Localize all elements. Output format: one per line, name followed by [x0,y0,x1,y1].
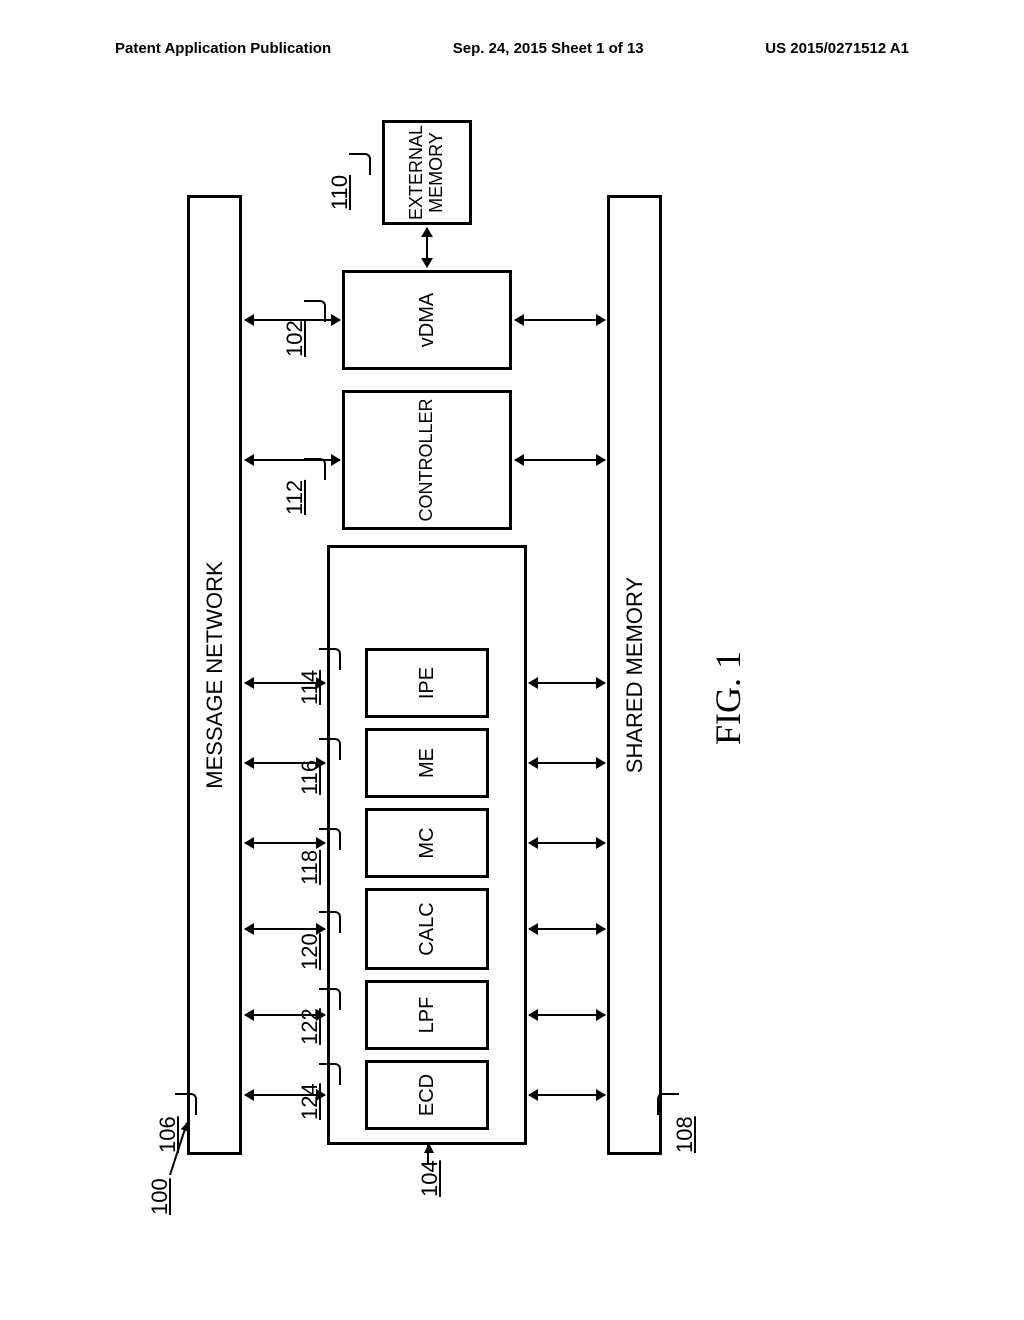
vdma-block: vDMA [342,270,512,370]
ref-120: 120 [297,933,323,970]
me-block: ME [365,728,489,798]
connector-arrow [245,1094,325,1096]
pub-date: Sep. 24, 2015 Sheet 1 of 13 [453,40,644,57]
ipe-label: IPE [416,667,438,699]
connector-arrow [245,459,340,461]
me-label: ME [416,748,438,778]
hook-icon [349,153,371,175]
calc-label: CALC [416,902,438,955]
ref-104: 104 [417,1160,443,1197]
pub-type: Patent Application Publication [115,40,331,57]
hook-icon [304,458,326,480]
message-network-label: MESSAGE NETWORK [202,561,228,788]
connector-arrow [245,928,325,930]
mc-block: MC [365,808,489,878]
connector-arrow [515,459,605,461]
message-network-block: MESSAGE NETWORK [187,195,242,1155]
controller-block: CONTROLLER [342,390,512,530]
ref-118: 118 [297,850,323,885]
pub-number: US 2015/0271512 A1 [765,40,909,57]
shared-memory-label: SHARED MEMORY [622,577,648,773]
shared-memory-block: SHARED MEMORY [607,195,662,1155]
vdma-label: vDMA [416,293,438,347]
connector-arrow [529,762,605,764]
hook-icon [319,1063,341,1085]
ref-106: 106 [155,1116,181,1153]
leader-arrow [427,1145,429,1163]
ecd-block: ECD [365,1060,489,1130]
connector-arrow [245,682,325,684]
external-memory-label: EXTERNAL MEMORY [407,125,447,220]
hook-icon [319,988,341,1010]
connector-arrow [529,1014,605,1016]
lpf-block: LPF [365,980,489,1050]
external-memory-block: EXTERNAL MEMORY [382,120,472,225]
connector-arrow [529,1094,605,1096]
ref-100: 100 [147,1178,173,1215]
ref-112: 112 [282,480,308,515]
ref-108: 108 [672,1116,698,1153]
mc-label: MC [416,827,438,858]
ref-110: 110 [327,175,353,210]
figure-1: 100 106 MESSAGE NETWORK 104 ECD LPF CALC… [0,135,1024,1215]
connector-arrow [426,228,428,267]
ecd-label: ECD [416,1074,438,1116]
ref-102: 102 [282,320,308,357]
lpf-label: LPF [416,997,438,1034]
controller-label: CONTROLLER [417,398,437,521]
hook-icon [657,1093,679,1115]
ipe-block: IPE [365,648,489,718]
connector-arrow [245,842,325,844]
hook-icon [319,648,341,670]
connector-arrow [529,928,605,930]
connector-arrow [529,682,605,684]
connector-arrow [515,319,605,321]
calc-block: CALC [365,888,489,970]
connector-arrow [529,842,605,844]
connector-arrow [245,319,340,321]
connector-arrow [245,1014,325,1016]
figure-label: FIG. 1 [707,651,749,745]
connector-arrow [245,762,325,764]
